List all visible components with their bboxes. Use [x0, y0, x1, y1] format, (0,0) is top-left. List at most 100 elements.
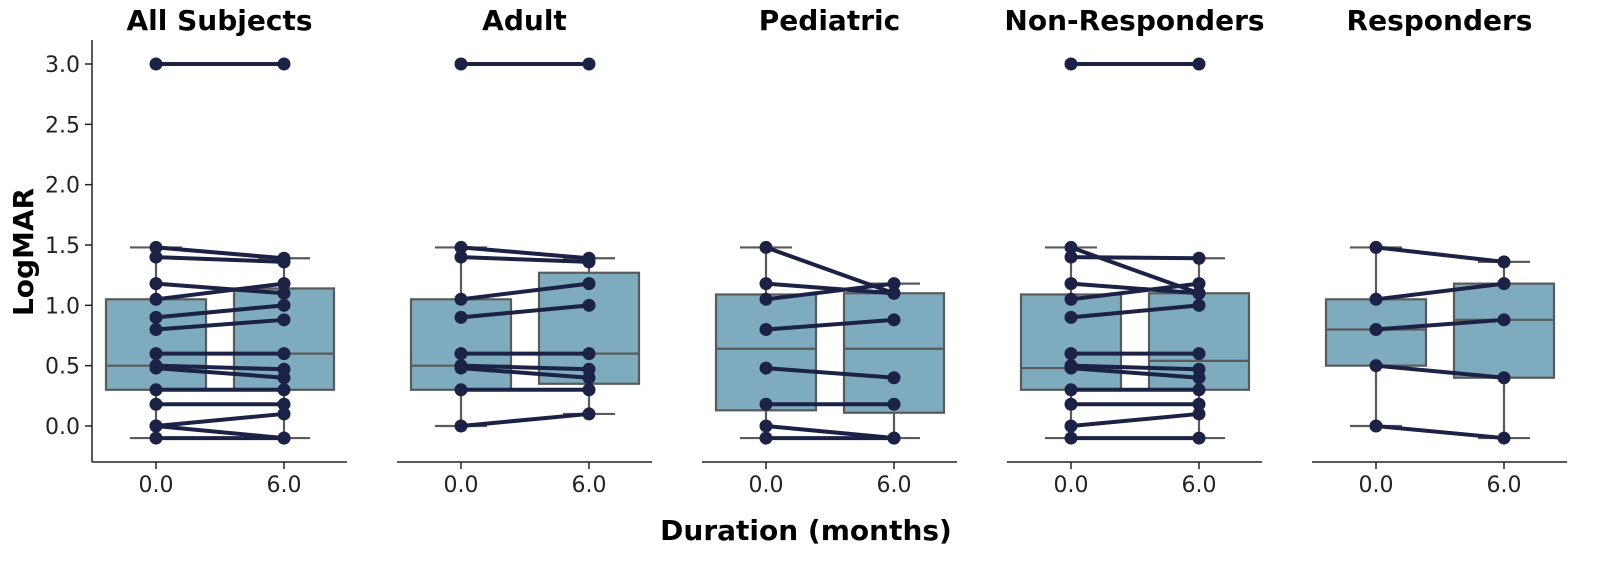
followup-point — [277, 313, 291, 327]
box-plot — [842, 282, 946, 440]
followup-point — [887, 277, 901, 291]
subject-line — [155, 281, 285, 296]
subject-line — [1070, 281, 1200, 296]
followup-point — [887, 286, 901, 300]
followup-point — [887, 397, 901, 411]
followup-point — [887, 431, 901, 445]
followup-point — [582, 255, 596, 269]
box-plot — [409, 246, 513, 428]
iqr-box — [842, 292, 946, 414]
baseline-point — [454, 292, 468, 306]
baseline-point — [149, 383, 163, 397]
baseline-point — [454, 383, 468, 397]
followup-point — [1192, 431, 1206, 445]
x-tick-label: 0.0 — [444, 473, 479, 498]
baseline-point — [454, 361, 468, 375]
followup-point — [1192, 277, 1206, 291]
followup-point — [1192, 371, 1206, 385]
y-tick-label: 0.0 — [45, 415, 80, 440]
followup-point — [582, 277, 596, 291]
followup-point — [277, 255, 291, 269]
iqr-box — [537, 271, 641, 385]
subject-line — [460, 245, 590, 261]
subject-pair — [454, 57, 596, 71]
subject-pair — [1064, 298, 1206, 324]
subject-pair — [149, 277, 291, 300]
subject-pair — [1369, 240, 1511, 269]
followup-point — [582, 407, 596, 421]
x-tick-label: 0.0 — [1359, 473, 1394, 498]
x-tick-label: 0.0 — [1054, 473, 1089, 498]
subject-line — [1070, 281, 1200, 302]
baseline-point — [454, 57, 468, 71]
subject-line — [1070, 363, 1200, 372]
subject-pair — [1064, 407, 1206, 433]
followup-point — [1192, 251, 1206, 265]
baseline-point — [1064, 397, 1078, 411]
followup-point — [1497, 277, 1511, 291]
panel: Adult 0.0 6.0 — [397, 4, 652, 498]
subject-pair — [149, 298, 291, 324]
subject-line — [1070, 411, 1200, 428]
subject-line — [1375, 245, 1505, 264]
subject-line — [155, 303, 285, 320]
subject-pair — [1064, 397, 1206, 411]
baseline-point — [759, 292, 773, 306]
subject-line — [460, 255, 590, 264]
baseline-point — [1369, 292, 1383, 306]
baseline-point — [1064, 292, 1078, 306]
subject-line — [765, 317, 895, 332]
baseline-point — [149, 397, 163, 411]
subject-pair — [1064, 383, 1206, 397]
baseline-point — [1064, 240, 1078, 254]
followup-point — [277, 371, 291, 385]
x-tick-label: 0.0 — [139, 473, 174, 498]
baseline-point — [1369, 359, 1383, 373]
subject-pair — [454, 383, 596, 397]
subject-pair — [454, 407, 596, 433]
followup-point — [1192, 397, 1206, 411]
subject-pair — [759, 277, 901, 306]
y-tick-label: 1.0 — [45, 294, 80, 319]
subject-pair — [1064, 250, 1206, 265]
subject-pair — [759, 419, 901, 445]
followup-point — [1192, 286, 1206, 300]
subject-pair — [1369, 313, 1511, 336]
baseline-point — [759, 322, 773, 336]
iqr-box — [1019, 293, 1123, 391]
panel-title: All Subjects — [127, 4, 313, 37]
followup-point — [887, 313, 901, 327]
subject-pair — [1369, 419, 1511, 445]
baseline-point — [1064, 419, 1078, 433]
baseline-point — [1064, 361, 1078, 375]
y-tick-label: 0.5 — [45, 355, 80, 380]
subject-pair — [454, 298, 596, 324]
panel-title: Adult — [482, 4, 567, 37]
iqr-box — [714, 293, 818, 412]
subject-line — [765, 281, 895, 296]
subject-pair — [149, 347, 291, 361]
followup-point — [1192, 57, 1206, 71]
baseline-point — [1064, 431, 1078, 445]
subject-pair — [149, 313, 291, 336]
subject-line — [155, 281, 285, 302]
panel: All Subjects 0.0 6.0 0.0 0.5 1.0 1.5 2.0 2.5 3.0 — [45, 4, 347, 498]
subject-line — [1375, 317, 1505, 332]
y-axis-title: LogMAR — [7, 188, 40, 316]
subject-line — [155, 366, 285, 380]
followup-point — [277, 298, 291, 312]
y-tick-label: 1.5 — [45, 234, 80, 259]
subject-pair — [149, 431, 291, 445]
baseline-point — [759, 397, 773, 411]
subject-line — [155, 424, 285, 441]
followup-point — [1497, 431, 1511, 445]
baseline-point — [759, 277, 773, 291]
baseline-point — [454, 419, 468, 433]
subject-pair — [149, 397, 291, 411]
followup-point — [277, 397, 291, 411]
baseline-point — [1064, 57, 1078, 71]
followup-point — [277, 347, 291, 361]
panel: Non-Responders 0.0 6.0 — [1004, 4, 1264, 498]
panel: Responders 0.0 6.0 — [1312, 4, 1567, 498]
